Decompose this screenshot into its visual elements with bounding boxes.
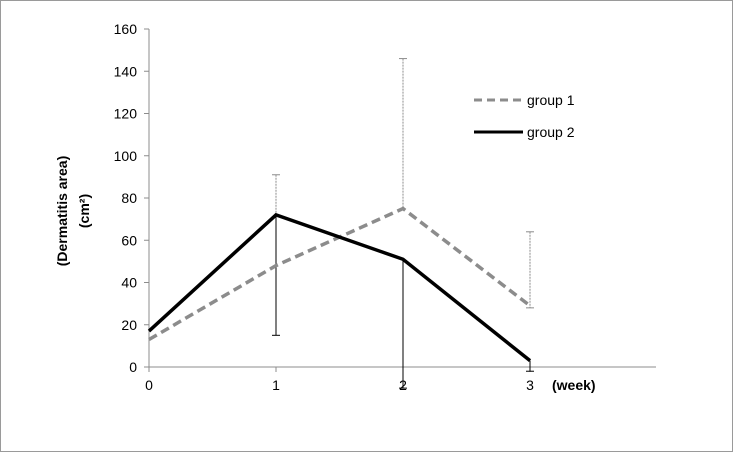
y-tick-label: 60 <box>121 232 137 248</box>
y-tick-label: 20 <box>121 317 137 333</box>
x-axis-unit-label: (week) <box>552 377 596 393</box>
x-tick-label: 3 <box>526 377 534 393</box>
legend-label-group-1: group 1 <box>527 92 575 108</box>
y-tick-label: 160 <box>114 21 138 37</box>
y-axis-title-line2: (cm²) <box>76 194 92 228</box>
y-tick-label: 100 <box>114 148 138 164</box>
x-ticks: 0123 <box>145 367 534 393</box>
y-ticks: 0 20 40 60 80 100 120 140 160 <box>114 21 149 375</box>
y-tick-label: 120 <box>114 106 138 122</box>
series-line-group-2 <box>149 215 530 361</box>
y-axis-title-line1: (Dermatitis area) <box>54 156 70 267</box>
legend-label-group-2: group 2 <box>527 124 575 140</box>
y-tick-label: 40 <box>121 275 137 291</box>
y-tick-label: 80 <box>121 190 137 206</box>
x-tick-label: 0 <box>145 377 153 393</box>
y-tick-label: 0 <box>129 359 137 375</box>
legend: group 1 group 2 <box>474 92 575 140</box>
x-tick-label: 1 <box>272 377 280 393</box>
series-lines <box>149 208 530 360</box>
y-tick-label: 140 <box>114 63 138 79</box>
error-bars <box>272 59 534 389</box>
series-line-group-1 <box>149 209 530 340</box>
